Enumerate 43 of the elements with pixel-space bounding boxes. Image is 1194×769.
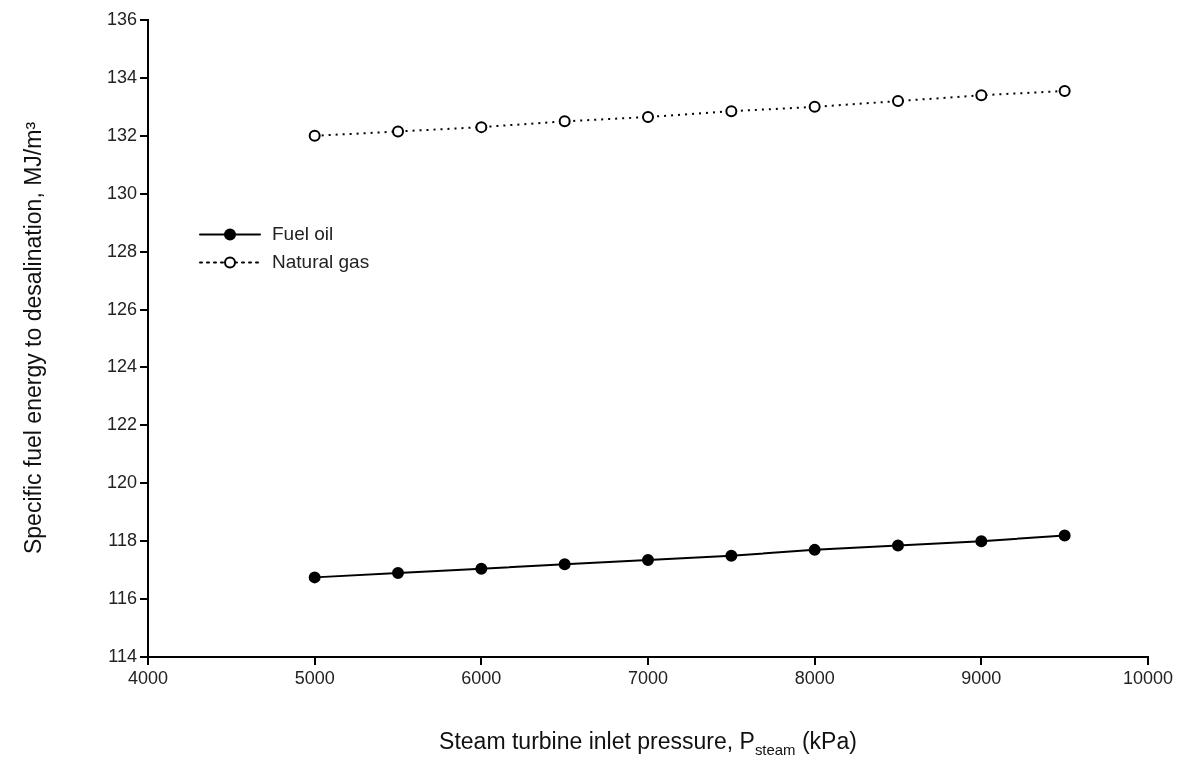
point xyxy=(392,125,404,138)
point xyxy=(558,115,571,128)
y-tick-label: 132 xyxy=(106,124,137,145)
legend-label: Natural gas xyxy=(272,250,370,272)
point xyxy=(808,543,821,556)
y-tick-label: 124 xyxy=(106,356,137,377)
x-tick-label: 9000 xyxy=(961,667,1002,688)
point xyxy=(808,100,821,113)
y-tick-label: 126 xyxy=(106,298,137,319)
x-tick-label: 7000 xyxy=(627,667,669,688)
point xyxy=(975,535,988,548)
y-tick-label: 136 xyxy=(106,8,137,29)
point xyxy=(308,129,321,142)
x-tick-label: 8000 xyxy=(794,667,835,688)
legend-label: Fuel oil xyxy=(272,222,334,244)
point xyxy=(475,121,488,134)
point xyxy=(1058,84,1071,97)
point xyxy=(475,562,488,575)
point xyxy=(1058,529,1071,542)
y-tick-label: 122 xyxy=(106,414,137,435)
y-tick-label: 130 xyxy=(106,182,137,203)
y-tick-label: 120 xyxy=(106,472,137,493)
y-tick-label: 118 xyxy=(108,530,137,551)
x-axis-title: Steam turbine inlet pressure, P$_{steam}$ (kPa) xyxy=(438,728,858,758)
point xyxy=(642,554,654,566)
x-tick-label: 10000 xyxy=(1122,667,1174,688)
point xyxy=(975,89,988,102)
x-tick-label: 5000 xyxy=(294,667,335,688)
point xyxy=(725,549,738,562)
point xyxy=(892,539,904,552)
point xyxy=(558,558,571,571)
y-tick-label: 134 xyxy=(106,66,137,87)
x-tick-label: 6000 xyxy=(461,667,502,688)
point xyxy=(892,95,904,108)
point xyxy=(642,111,654,123)
y-axis-title: Specific fuel energy to desalination, MJ/m³ xyxy=(19,121,47,555)
point xyxy=(725,105,738,118)
x-tick-label: 4000 xyxy=(127,667,169,688)
point xyxy=(392,567,404,580)
y-tick-label: 128 xyxy=(106,240,137,261)
y-tick-label: 114 xyxy=(108,645,137,666)
y-tick-label: 116 xyxy=(108,588,137,609)
point xyxy=(308,571,321,584)
